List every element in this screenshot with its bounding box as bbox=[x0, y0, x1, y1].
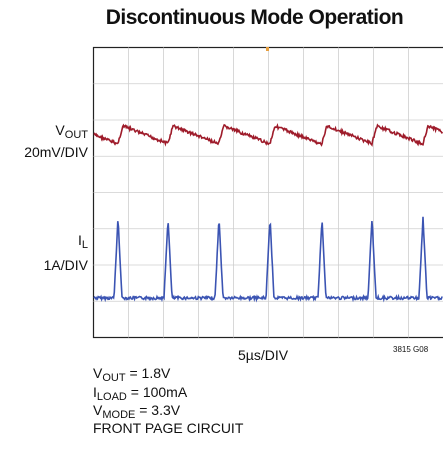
condition: VOUT = 1.8V bbox=[93, 365, 171, 384]
label-sub: L bbox=[81, 239, 88, 251]
note-value: = 1.8V bbox=[125, 365, 171, 381]
condition: VMODE = 3.3V bbox=[93, 402, 181, 421]
vout-trace bbox=[93, 123, 443, 147]
condition: ILOAD = 100mA bbox=[93, 384, 188, 403]
chart-title: Discontinuous Mode Operation bbox=[105, 6, 404, 29]
channel-scale: 20mV/DIV bbox=[24, 144, 88, 160]
note-value: = 100mA bbox=[126, 384, 188, 400]
note-main: I bbox=[93, 384, 97, 400]
note-sub: MODE bbox=[102, 409, 136, 421]
condition: FRONT PAGE CIRCUIT bbox=[93, 420, 244, 436]
trigger-mark bbox=[266, 47, 269, 51]
label-main: V bbox=[55, 122, 65, 138]
grid bbox=[93, 47, 443, 338]
figure-id: 3815 G08 bbox=[393, 345, 429, 354]
note-sub: OUT bbox=[102, 372, 126, 384]
channel-scale: 1A/DIV bbox=[43, 257, 88, 273]
channel-label: VOUT bbox=[55, 122, 88, 141]
time-scale: 5µs/DIV bbox=[238, 347, 289, 363]
note-sub: LOAD bbox=[96, 391, 127, 403]
note-main: V bbox=[93, 365, 103, 381]
channel-label: IL bbox=[77, 232, 88, 251]
il-trace bbox=[93, 216, 443, 303]
note-value: = 3.3V bbox=[135, 402, 181, 418]
note-main: V bbox=[93, 402, 103, 418]
label-main: I bbox=[77, 232, 82, 248]
label-sub: OUT bbox=[64, 129, 88, 141]
